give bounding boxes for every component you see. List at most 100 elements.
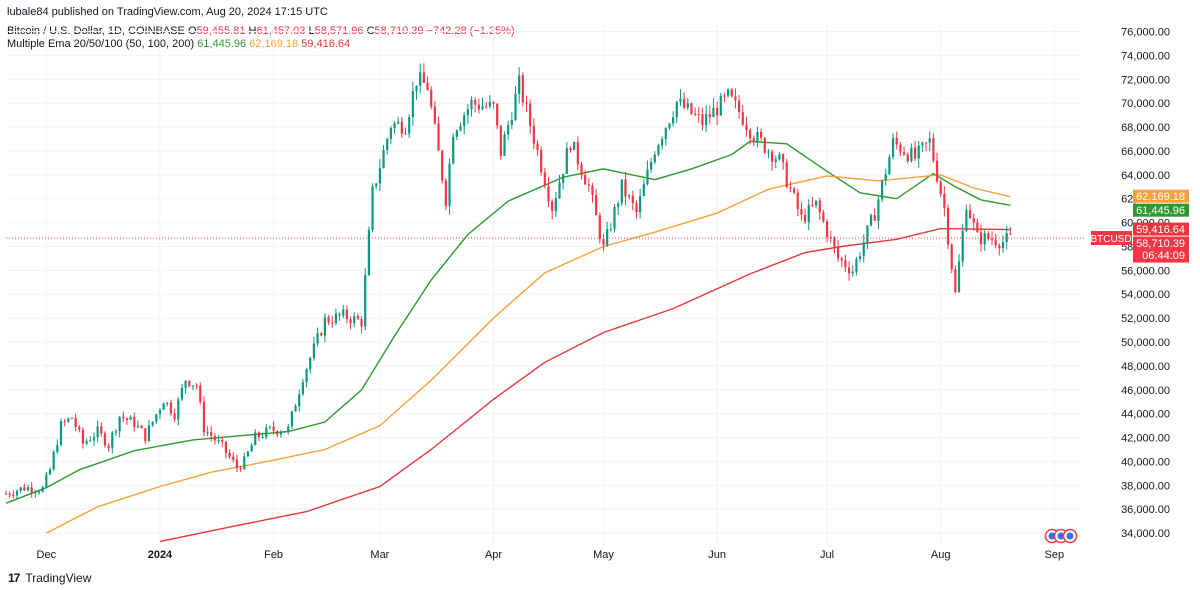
candle-body [448,163,451,206]
candle [1009,226,1012,236]
y-tick-label: 56,000.00 [1121,265,1170,277]
x-tick-label: Mar [370,549,389,561]
candle [257,431,261,441]
candle-body [393,123,396,129]
candle [430,86,433,110]
candle [708,105,711,125]
candle-body [56,444,59,453]
candle-body [880,180,884,200]
candle [331,315,334,328]
candle [811,196,814,208]
footer-brand[interactable]: 17 TradingView [8,571,91,585]
symbol-tag-box [1091,231,1132,246]
ema-line-ema50 [5,140,1011,504]
candle-body [869,215,873,226]
candle [829,230,832,244]
candle [950,243,953,274]
candle-body [576,141,579,165]
candle-body [664,128,667,139]
candle [558,174,561,200]
footer-brand-label: TradingView [25,571,92,585]
candle [620,179,623,207]
candle [415,85,418,100]
candle [851,265,854,277]
candle [199,382,202,405]
candle [723,92,726,103]
candle [862,234,865,263]
candle [569,146,572,153]
candle [320,331,323,337]
candle-body [301,382,305,395]
candle-body [957,261,961,293]
candle-body [917,145,920,159]
candle [759,128,763,141]
candle-body [683,98,686,108]
candle [37,489,41,496]
candle-body [598,215,601,240]
candle-body [543,172,546,187]
candle [114,428,118,437]
candle [694,107,697,116]
candle-body [470,100,473,110]
candle-body [389,128,392,139]
candle [818,197,821,220]
candle [976,218,979,233]
candle [408,114,411,138]
candle-body [144,428,147,441]
candle [657,143,660,157]
candle [580,161,583,180]
candle [12,490,15,499]
ema-lines [5,140,1011,543]
candle-body [52,452,55,470]
candle [921,141,924,153]
candle-body [371,186,374,231]
candle-body [745,124,748,131]
candle [177,397,180,426]
candle-body [785,162,788,188]
x-tick-label: Feb [264,549,283,561]
candle-body [840,258,843,261]
candle-body [210,431,213,437]
candle-body [639,196,642,213]
price-axis: 76,000.00 74,000.00 72,000.00 70,000.00 68,0… [1121,27,1170,541]
candle [639,188,642,219]
candle-body [946,208,950,245]
candle-body [562,173,565,183]
candle-body [397,121,400,124]
candle-body [367,230,370,276]
candle-body [382,149,385,169]
price-label-value: 62,169.18 [1136,191,1185,203]
y-tick-label: 66,000.00 [1121,146,1170,158]
candle-body [166,402,169,404]
candle-body [811,204,814,206]
candle-body [481,106,484,110]
publisher-line: lubale84 published on TradingView.com, A… [7,6,328,18]
candle-body [191,385,195,387]
ohlc-h-label: H [248,25,257,37]
candle-body [569,148,572,150]
candle [188,380,191,388]
candle-body [741,112,744,125]
candle [224,441,228,459]
candle-body [697,114,700,116]
candle-body [70,417,74,419]
candle-body [844,260,847,268]
time-axis: Dec 2024 Feb Mar Apr May Jun Jul Aug Sep [37,549,1065,561]
symbol-name: Bitcoin / U.S. Dollar, 1D, COINBASE [7,25,185,37]
candle [239,465,242,472]
candle [327,314,330,325]
candle [261,432,264,439]
candle [880,179,884,203]
candle [770,149,774,171]
indicator-name: Multiple Ema 20/50/100 (50, 100, 200) [7,38,195,50]
candle [661,136,664,151]
candle-body [701,114,704,125]
candle-body [327,317,330,323]
candle-body [422,72,425,83]
candle-body [19,487,22,491]
candle-body [906,154,909,162]
candle [738,95,741,119]
symbol-legend: Bitcoin / U.S. Dollar, 1D, COINBASE O59,… [7,25,515,37]
candle [792,186,796,195]
